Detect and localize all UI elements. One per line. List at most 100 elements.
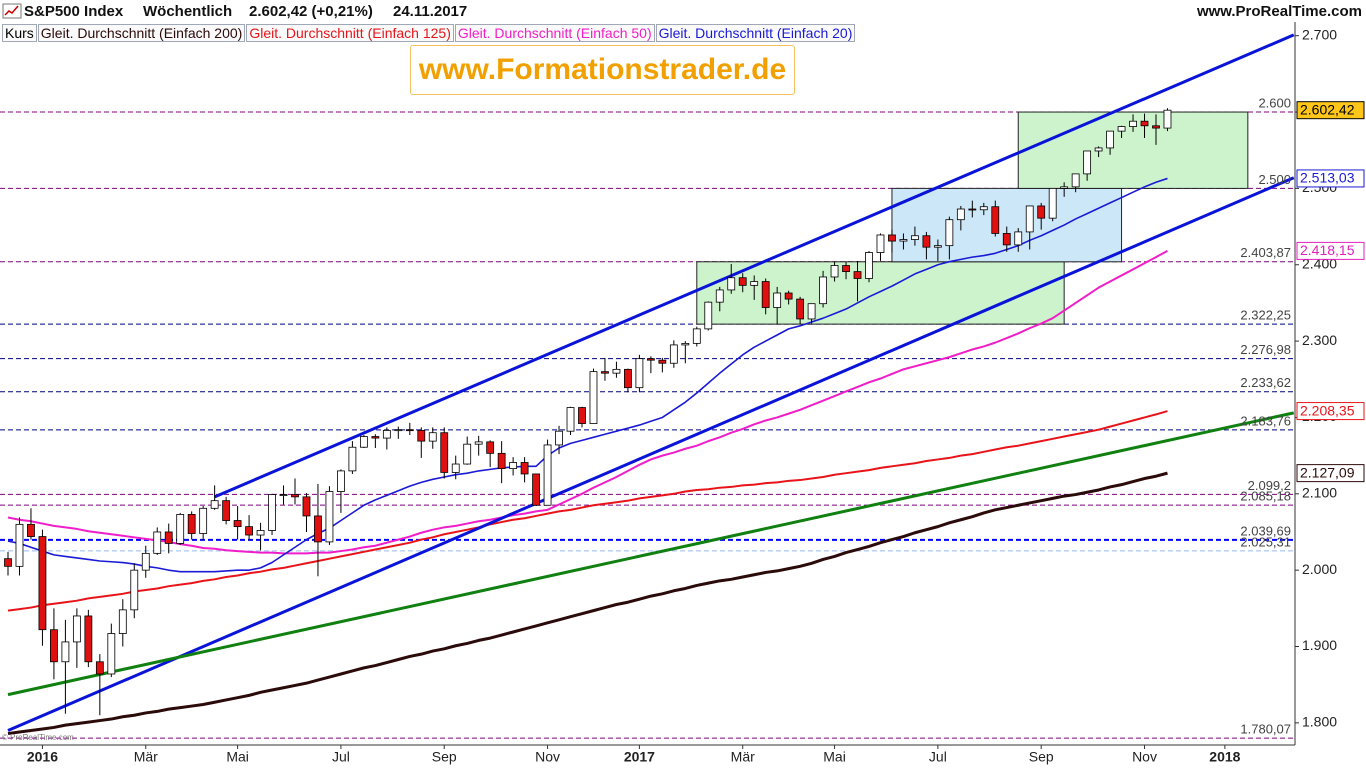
level-label: 2.099,2 (1248, 478, 1291, 493)
candle-body (1094, 147, 1103, 152)
price-tag (1296, 402, 1365, 421)
box-layer (696, 111, 1249, 325)
y-tick-label: 2.100 (1302, 485, 1337, 501)
trend-layer (7, 33, 1295, 732)
candle-body (359, 436, 368, 448)
candle-body (956, 208, 965, 221)
candle-body (72, 615, 81, 643)
price-tag-label: 2.602,42 (1300, 101, 1355, 117)
moving-average (7, 410, 1168, 612)
candle-body (1060, 186, 1069, 189)
candle-body (474, 441, 483, 445)
x-tick-label: Nov (1132, 749, 1157, 765)
price-tag-label: 2.418,15 (1300, 242, 1355, 258)
x-tick-label: 2017 (624, 749, 655, 765)
price-tag (1296, 464, 1365, 483)
candle-body (624, 368, 632, 389)
source: www.ProRealTime.com (1196, 3, 1362, 20)
candle-body (463, 443, 472, 465)
candle-body (497, 452, 506, 470)
candle-body (371, 436, 380, 439)
candle-body (876, 234, 885, 253)
candle-body (325, 491, 334, 543)
last-price: 2.602,42 (+0,21%) (249, 3, 373, 20)
candle-body (635, 358, 644, 389)
candle-body (337, 470, 345, 492)
level-label: 2.039,69 (1240, 523, 1291, 538)
candle-body (27, 523, 35, 537)
candle-body (922, 235, 931, 248)
candle-body (118, 609, 127, 634)
candle-body (61, 641, 70, 663)
header: S&P500 Index Wöchentlich 2.602,42 (+0,21… (0, 0, 1366, 22)
candle-body (715, 289, 724, 303)
candle-body (245, 526, 253, 536)
candle-body (601, 371, 609, 374)
candle-body (1014, 231, 1023, 246)
price-tag (1296, 101, 1365, 120)
watermark: www.Formationstrader.de (410, 45, 795, 95)
candle-body (968, 208, 977, 211)
candle-body (888, 234, 896, 242)
candle-body (509, 462, 518, 470)
candle-body (50, 629, 58, 663)
trend-line (7, 176, 1295, 732)
candle-body (164, 531, 173, 544)
candle-body (107, 633, 116, 675)
candle-body (658, 359, 667, 364)
period: Wöchentlich (143, 3, 233, 20)
candle-body (853, 271, 862, 279)
x-tick-label: 2018 (1209, 749, 1240, 765)
candle-body (1048, 187, 1057, 219)
candle-body (704, 301, 713, 330)
candle-body (979, 206, 988, 211)
candle-body (819, 276, 827, 305)
candle-body (394, 429, 403, 432)
level-label: 2.403,87 (1240, 245, 1291, 260)
candle-body (830, 265, 839, 278)
price-tag-label: 2.513,03 (1300, 170, 1355, 186)
x-tick-label: Mär (134, 749, 158, 765)
candle-body (991, 206, 1000, 234)
line-layer (7, 177, 1168, 736)
candle-body (807, 303, 816, 320)
candle-body (761, 281, 770, 308)
candle-body (681, 342, 690, 346)
zone-box (696, 261, 1065, 325)
price-tag (1296, 169, 1365, 188)
candle-body (612, 368, 621, 374)
candle-body (199, 507, 208, 534)
date: 24.11.2017 (393, 3, 468, 20)
copyright: © ProRealTime.com (2, 733, 74, 742)
x-tick-label: Nov (535, 749, 560, 765)
candle-body (1163, 109, 1172, 129)
candle-body (291, 494, 299, 498)
legend: Kurs Gleit. Durchschnitt (Einfach 200) Gle… (2, 24, 856, 42)
candle-body (669, 344, 678, 364)
candle-body (95, 661, 104, 675)
level-label: 2.085,18 (1240, 489, 1291, 504)
y-tick-label: 2.000 (1302, 561, 1337, 577)
candle-body (1002, 233, 1011, 246)
candle-body (555, 430, 563, 446)
candle-body (187, 514, 196, 534)
candle-body (4, 558, 12, 567)
level-label: 2.276,98 (1240, 342, 1291, 357)
candle-body (738, 277, 747, 286)
app-icon (2, 3, 22, 19)
legend-entry: Gleit. Durchschnitt (Einfach 50) (454, 24, 655, 42)
x-tick-label: Jul (929, 749, 947, 765)
candle-body (279, 494, 288, 496)
legend-entry: Gleit. Durchschnitt (Einfach 125) (246, 24, 454, 42)
candle-body (222, 500, 231, 521)
legend-entry: Kurs (2, 24, 37, 42)
x-tick-label: Jul (332, 749, 350, 765)
candle-body (141, 552, 150, 571)
price-tag (1296, 241, 1365, 260)
candle-body (773, 292, 782, 308)
chart-title: S&P500 Index (24, 3, 124, 20)
x-tick-label: Mär (731, 749, 755, 765)
candle-body (1152, 125, 1160, 129)
candle-body (750, 281, 759, 286)
